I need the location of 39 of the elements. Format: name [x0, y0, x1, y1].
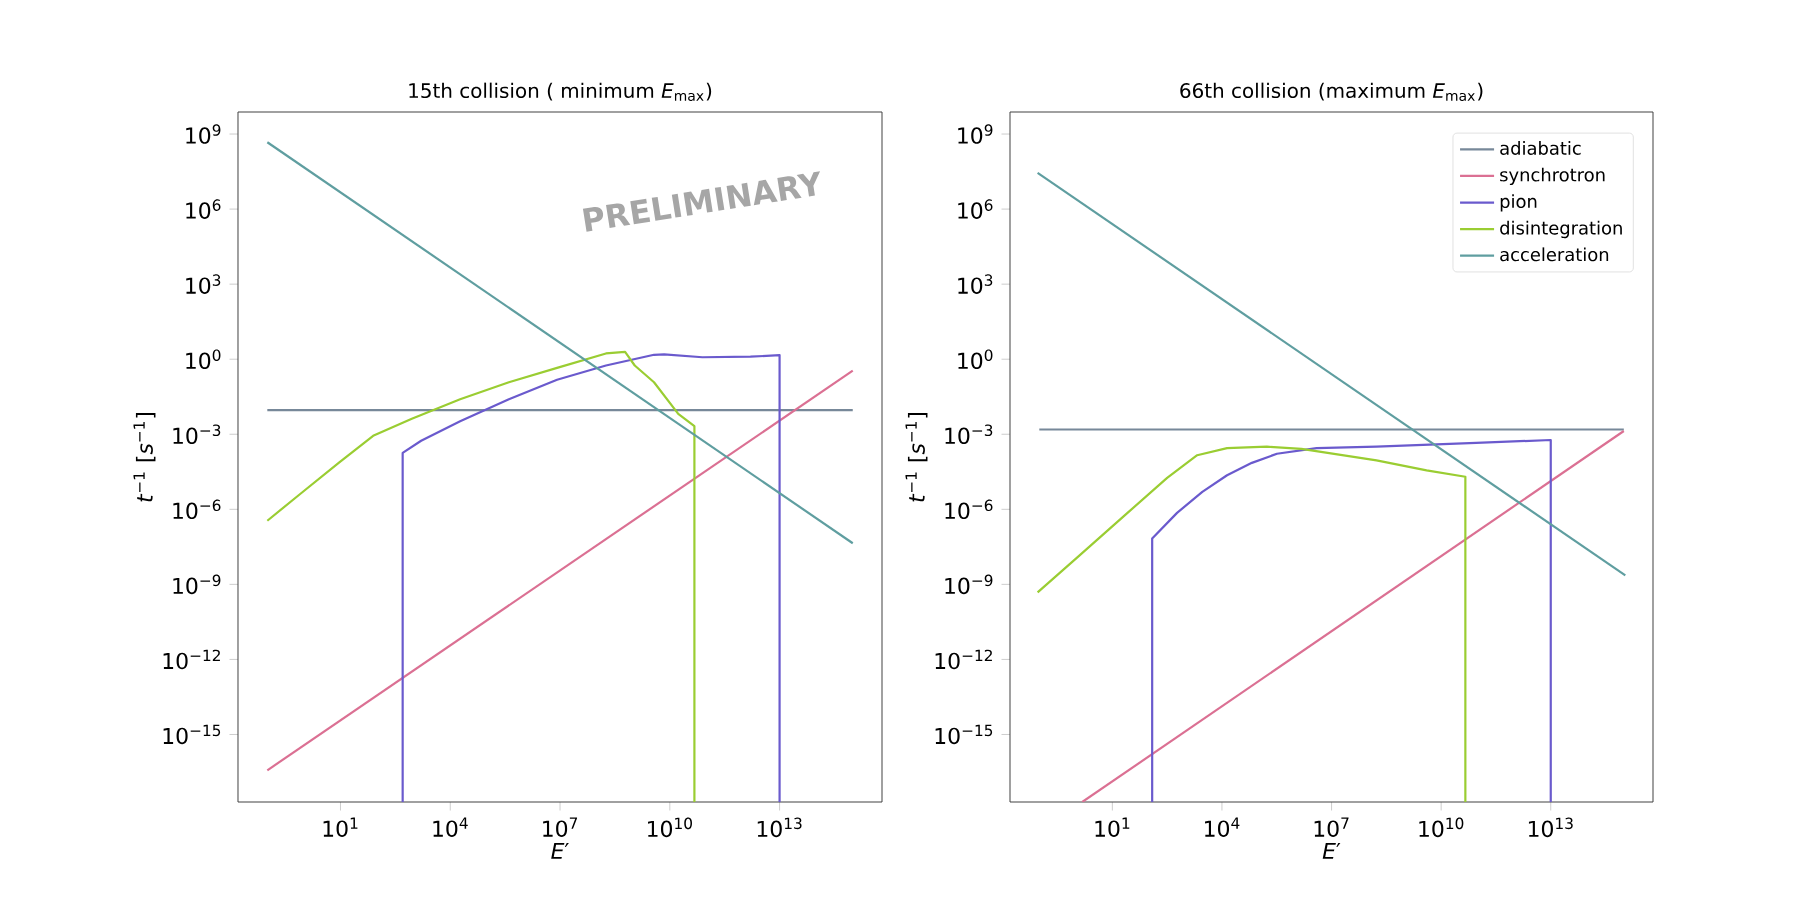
y-tick-label: 10$^{−9}$ [173, 574, 221, 595]
y-tick-label: 10$^{−3}$ [173, 424, 221, 445]
y-tick-label: 10$^{0}$ [958, 349, 993, 370]
y-tick-label: 10$^{3}$ [958, 274, 993, 294]
legend-label: adiabatic [1500, 141, 1581, 155]
y-tick-label: 10$^{6}$ [958, 199, 993, 219]
x-tick-label: 10$^{7}$ [543, 817, 578, 837]
legend-label: pion [1500, 194, 1537, 212]
x-tick-label: 10$^{13}$ [757, 817, 802, 838]
x-tick-label: 10$^{4}$ [1205, 817, 1240, 837]
x-tick-label: 10$^{10}$ [648, 817, 692, 838]
y-tick-label: 10$^{9}$ [186, 124, 221, 144]
legend-label: acceleration [1500, 247, 1609, 262]
y-tick-label: 10$^{−15}$ [163, 724, 221, 745]
legend-label: synchrotron [1500, 167, 1605, 185]
x-axis-title: E′ [1322, 842, 1341, 859]
y-tick-label: 10$^{−9}$ [945, 574, 993, 595]
x-tick-label: 10$^{1}$ [1095, 817, 1130, 837]
chart-title: 66th collision (maximum E$_{max}$) [1180, 82, 1483, 101]
y-tick-label: 10$^{−3}$ [945, 424, 993, 445]
y-axis-title: t$^{−1}$ [s$^{−1}$] [905, 412, 928, 502]
y-tick-label: 10$^{0}$ [186, 349, 221, 370]
x-axis-title: E′ [551, 842, 569, 859]
y-axis-title: t$^{−1}$ [s$^{−1}$] [133, 412, 156, 502]
y-tick-label: 10$^{−15}$ [935, 724, 993, 745]
y-tick-label: 10$^{−12}$ [163, 649, 220, 670]
x-tick-label: 10$^{10}$ [1419, 817, 1464, 838]
y-tick-label: 10$^{6}$ [186, 199, 221, 219]
y-tick-label: 10$^{−6}$ [173, 499, 221, 520]
chart-title: 15th collision ( minimum E$_{max}$) [409, 82, 712, 101]
y-tick-label: 10$^{3}$ [186, 274, 221, 294]
y-tick-label: 10$^{9}$ [958, 124, 993, 144]
x-tick-label: 10$^{4}$ [433, 817, 468, 837]
x-tick-label: 10$^{13}$ [1528, 817, 1573, 838]
y-tick-label: 10$^{−12}$ [935, 649, 992, 670]
legend-label: disintegration [1500, 220, 1622, 239]
y-tick-label: 10$^{−6}$ [945, 499, 993, 520]
x-tick-label: 10$^{1}$ [323, 817, 358, 837]
x-tick-label: 10$^{7}$ [1314, 817, 1349, 837]
